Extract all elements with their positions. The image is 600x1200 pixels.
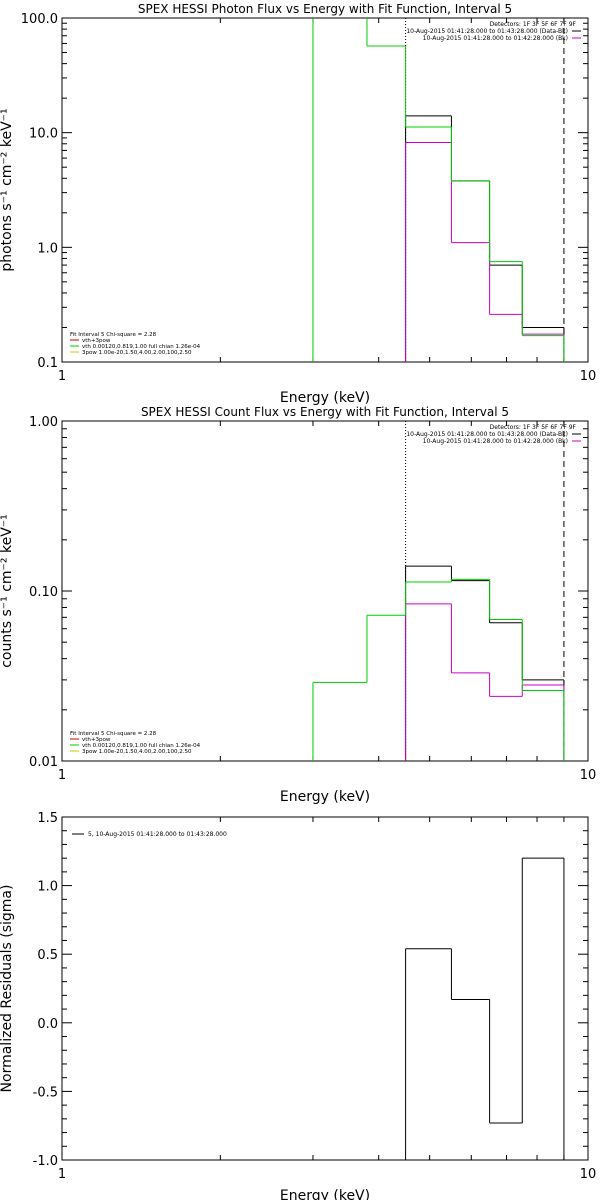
legend-bottom-left: Fit Interval 5 Chi-square = 2.28vth+3pow… — [70, 731, 201, 755]
y-tick-label: 0.0 — [37, 1017, 58, 1032]
data-layer — [312, 18, 565, 362]
series-1 — [405, 115, 565, 362]
y-axis: 0.01 0.10 1.00 — [29, 415, 588, 770]
y-tick-label: 1.00 — [29, 415, 58, 430]
plot-frame — [61, 816, 589, 1161]
x-tick-label: 1 — [58, 1167, 66, 1182]
x-axis-label: Energy (keV) — [280, 1188, 370, 1200]
series-2 — [405, 603, 565, 761]
legend-text: Detectors: 1F 3F 5F 6F 7F 9F — [490, 424, 577, 431]
legend-text: 3pow 1.00e-20,1.50,4.00,2.00,100,2.50 — [82, 350, 192, 356]
y-tick-label: -0.5 — [33, 1085, 58, 1100]
x-tick-label: 1 — [58, 768, 66, 783]
y-tick-label: 0.5 — [37, 948, 58, 963]
series-1 — [405, 565, 565, 761]
y-tick-label: 0.10 — [29, 585, 58, 600]
plot-frame — [61, 17, 589, 363]
chart-panel-1: SPEX HESSI Photon Flux vs Energy with Fi… — [0, 2, 596, 406]
legend-top-right: Detectors: 1F 3F 5F 6F 7F 9F10-Aug-2015 … — [406, 424, 581, 445]
y-tick-label: 100.0 — [21, 12, 58, 27]
legend-text: Detectors: 1F 3F 5F 6F 7F 9F — [490, 21, 577, 28]
y-axis: -1.0 -0.5 0.0 0.5 1.0 1.5 — [33, 811, 588, 1169]
y-axis-label: counts s⁻¹ cm⁻² keV⁻¹ — [0, 514, 15, 668]
chart-title: SPEX HESSI Count Flux vs Energy with Fit… — [141, 405, 509, 419]
y-tick-label: 0.1 — [37, 356, 58, 371]
y-axis: 0.1 1.0 10.0 100.0 — [21, 12, 588, 371]
legend-text: vth+3pow — [82, 338, 111, 344]
x-tick-label: 10 — [580, 1167, 597, 1182]
legend-text: vth 0.00120,0.819,1.00 full chian 1.26e-… — [82, 743, 201, 749]
y-axis-label: Normalized Residuals (sigma) — [0, 885, 15, 1093]
x-axis-label: Energy (keV) — [280, 789, 370, 805]
x-axis: 1 10 — [58, 18, 596, 384]
legend-text: Fit Interval 5 Chi-square = 2.28 — [70, 332, 157, 338]
legend-text: Fit Interval 5 Chi-square = 2.28 — [70, 731, 157, 737]
data-layer — [405, 857, 565, 1160]
legend-top-right: Detectors: 1F 3F 5F 6F 7F 9F10-Aug-2015 … — [406, 21, 581, 42]
legend-text: 10-Aug-2015 01:41:28.000 to 01:42:28.000… — [423, 35, 568, 42]
y-axis-label: photons s⁻¹ cm⁻² keV⁻¹ — [0, 108, 15, 271]
legend-text: vth+3pow — [82, 737, 111, 743]
legend-text: 5, 10-Aug-2015 01:41:28.000 to 01:43:28.… — [88, 831, 227, 838]
series-1 — [405, 857, 565, 1160]
legend-text: 10-Aug-2015 01:41:28.000 to 01:43:28.000… — [406, 28, 568, 35]
chart-panel-3: 1 10 Energy (keV) -1.0 -0.5 0.0 0.5 1.0 1.5 Norma… — [0, 811, 596, 1200]
series-2 — [405, 142, 565, 362]
y-tick-label: -1.0 — [33, 1154, 58, 1169]
x-tick-label: 10 — [580, 768, 597, 783]
y-tick-label: 0.01 — [29, 755, 58, 770]
x-tick-label: 10 — [580, 369, 597, 384]
legend-bottom-left: Fit Interval 5 Chi-square = 2.28vth+3pow… — [70, 332, 201, 356]
data-layer — [312, 421, 565, 761]
x-tick-label: 1 — [58, 369, 66, 384]
y-tick-label: 1.0 — [37, 880, 58, 895]
legend-text: vth 0.00120,0.819,1.00 full chian 1.26e-… — [82, 344, 201, 350]
x-axis: 1 10 — [58, 817, 596, 1182]
chart-panel-2: SPEX HESSI Count Flux vs Energy with Fit… — [0, 405, 596, 805]
legend-top-left: 5, 10-Aug-2015 01:41:28.000 to 01:43:28.… — [72, 831, 227, 838]
y-tick-label: 1.5 — [37, 811, 58, 826]
legend-text: 10-Aug-2015 01:41:28.000 to 01:43:28.000… — [406, 431, 568, 438]
chart-title: SPEX HESSI Photon Flux vs Energy with Fi… — [138, 2, 512, 16]
plot-frame — [61, 420, 589, 762]
series-3 — [312, 578, 565, 761]
x-axis-label: Energy (keV) — [280, 390, 370, 406]
legend-text: 3pow 1.00e-20,1.50,4.00,2.00,100,2.50 — [82, 749, 192, 755]
y-tick-label: 10.0 — [29, 127, 58, 142]
y-tick-label: 1.0 — [37, 241, 58, 256]
legend-text: 10-Aug-2015 01:41:28.000 to 01:42:28.000… — [423, 438, 568, 445]
x-axis: 1 10 — [58, 421, 596, 783]
series-3 — [312, 18, 565, 362]
